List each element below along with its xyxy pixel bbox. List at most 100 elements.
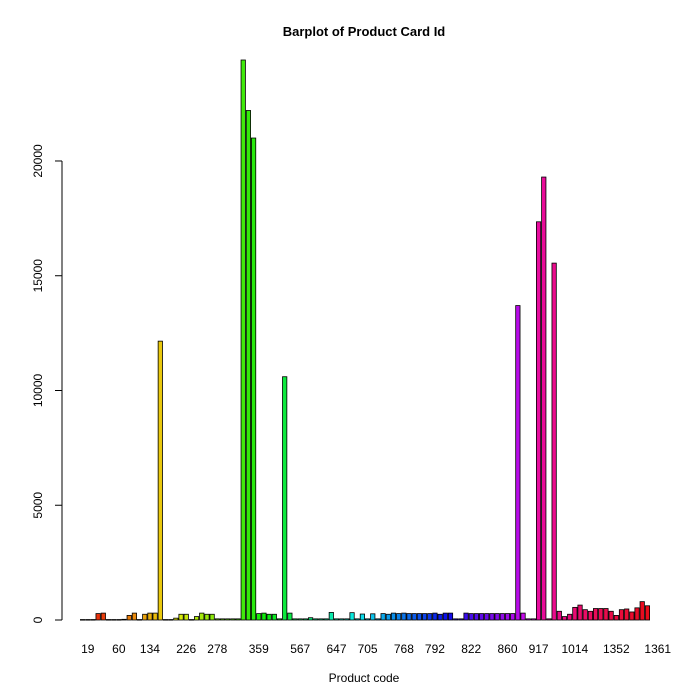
bar <box>567 613 573 621</box>
bar <box>137 619 143 621</box>
bar <box>385 613 391 621</box>
y-tick-label: 5000 <box>31 492 45 519</box>
bar <box>168 619 174 621</box>
x-tick-label: 359 <box>249 642 269 656</box>
bar <box>173 617 179 621</box>
bar <box>561 616 568 621</box>
bar <box>240 59 246 621</box>
bar <box>458 618 464 621</box>
bar <box>432 612 438 621</box>
chart-title: Barplot of Product Card Id <box>283 24 446 39</box>
bar <box>468 613 474 621</box>
x-tick-label: 19 <box>81 642 95 656</box>
bar <box>328 612 334 621</box>
bar <box>287 612 293 621</box>
bar <box>183 613 189 621</box>
x-tick-label: 1014 <box>562 642 589 656</box>
bar <box>194 616 200 621</box>
bar <box>618 609 625 621</box>
bar <box>95 613 101 621</box>
bar <box>608 610 614 621</box>
bar <box>157 340 163 621</box>
bar <box>276 618 283 621</box>
bar <box>536 221 542 621</box>
bar <box>530 618 536 621</box>
bar <box>209 613 215 621</box>
x-tick-label: 567 <box>290 642 310 656</box>
bar <box>463 612 469 621</box>
bar <box>572 606 578 621</box>
bar <box>593 608 599 621</box>
y-tick-label: 0 <box>31 616 45 623</box>
x-tick-label: 792 <box>425 642 445 656</box>
bar <box>147 612 153 621</box>
x-tick-label: 1361 <box>644 642 671 656</box>
bar <box>639 601 645 621</box>
bar <box>344 618 350 621</box>
bar <box>401 612 407 621</box>
bar <box>644 605 650 621</box>
bar <box>90 619 96 621</box>
bar <box>245 110 251 621</box>
bar <box>525 618 531 621</box>
bar <box>396 613 402 621</box>
bar <box>282 376 288 621</box>
bar <box>582 609 588 621</box>
bar <box>416 613 422 621</box>
bar <box>473 613 479 621</box>
x-tick-label: 860 <box>497 642 517 656</box>
x-tick-label: 278 <box>207 642 227 656</box>
bar <box>624 608 630 621</box>
bar <box>116 619 122 621</box>
bar <box>613 615 619 621</box>
bar <box>204 613 210 621</box>
bar <box>453 618 459 621</box>
bar <box>442 612 448 621</box>
x-tick-label: 134 <box>140 642 160 656</box>
bar <box>162 619 169 621</box>
y-tick-label: 20000 <box>31 144 45 178</box>
x-tick-label: 917 <box>529 642 549 656</box>
bar <box>479 613 485 621</box>
x-axis: 19 60 134 226 278 359 567 647 705 768 792 822 860 917… <box>81 642 671 656</box>
bar <box>131 612 137 621</box>
bar <box>349 612 355 621</box>
y-tick-label: 15000 <box>31 259 45 293</box>
bar <box>406 613 412 621</box>
bar <box>225 618 231 621</box>
bar <box>100 612 106 621</box>
bar <box>297 618 303 621</box>
bar <box>219 618 226 621</box>
bar <box>634 607 640 621</box>
bar <box>261 612 267 621</box>
bar <box>603 608 609 621</box>
bar <box>598 608 604 621</box>
bar <box>359 613 365 621</box>
bar <box>266 613 272 621</box>
bar <box>447 612 454 621</box>
x-tick-label: 60 <box>112 642 126 656</box>
y-tick-label: 10000 <box>31 373 45 407</box>
x-tick-label: 226 <box>176 642 196 656</box>
bar <box>437 613 443 621</box>
x-tick-label: 1352 <box>603 642 630 656</box>
bar <box>541 176 547 621</box>
x-tick-label: 768 <box>394 642 414 656</box>
bar <box>126 615 132 621</box>
bar <box>494 613 500 621</box>
bar <box>411 613 417 621</box>
bar <box>105 619 112 621</box>
bar <box>256 613 262 621</box>
bar <box>370 613 376 621</box>
bar <box>323 618 329 621</box>
bar <box>178 613 184 621</box>
bar <box>504 613 511 621</box>
bar <box>85 619 91 621</box>
bar <box>333 618 340 621</box>
bar <box>390 612 397 621</box>
bar <box>80 619 86 621</box>
bar <box>551 262 557 621</box>
bar <box>271 613 277 621</box>
bar <box>422 613 428 621</box>
